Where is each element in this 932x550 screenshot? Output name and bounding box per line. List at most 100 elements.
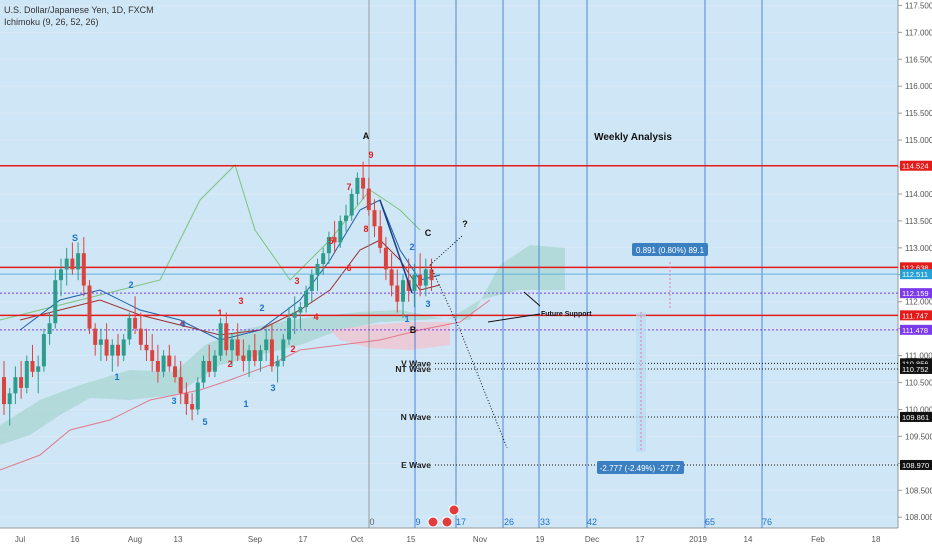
wave-count-red: 5: [328, 236, 333, 246]
wave-count-blue: 2: [409, 242, 414, 252]
candle-body: [355, 177, 360, 194]
candle-body: [7, 393, 12, 405]
wave-count-red: 2: [227, 359, 232, 369]
measure-down-box: [597, 461, 684, 474]
time-cycle-number: 26: [504, 517, 514, 527]
time-cycle-number: 0: [369, 517, 374, 527]
candle-body: [161, 355, 166, 372]
candle-body: [332, 237, 337, 243]
wave-target-label: V Wave: [401, 358, 431, 368]
projection-up: [429, 235, 463, 266]
y-tick-label: 117.000: [905, 28, 932, 37]
candle-body: [389, 269, 394, 286]
candle-body: [201, 360, 206, 383]
candle-body: [104, 339, 109, 356]
senkou-b-line: [0, 299, 491, 471]
x-tick-label: Aug: [128, 535, 142, 544]
candle-body: [218, 323, 223, 356]
candle-body: [349, 193, 354, 216]
time-cycle-number: 33: [540, 517, 550, 527]
wave-count-blue: 3: [171, 396, 176, 406]
candle-body: [429, 269, 434, 281]
price-tag-label: 111.747: [902, 311, 928, 320]
price-tag-label: 110.856: [902, 359, 929, 368]
measure-up-box: [632, 243, 708, 256]
candle-body: [326, 237, 331, 254]
wave-count-red: 4: [179, 319, 184, 329]
candle-body: [309, 274, 314, 291]
symbol-title: U.S. Dollar/Japanese Yen, 1D, FXCM: [4, 5, 154, 15]
price-tag: [900, 363, 932, 374]
wave-point-b: B: [410, 325, 417, 335]
x-tick-label: 17: [636, 535, 645, 544]
price-tag: [900, 288, 932, 299]
candle-body: [93, 328, 98, 345]
time-cycle-number: 65: [705, 517, 715, 527]
wave-count-blue: 3: [270, 383, 275, 393]
candle-body: [344, 215, 348, 221]
price-tag-label: 112.638: [902, 263, 929, 272]
candle-body: [36, 366, 41, 372]
candle-body: [184, 393, 189, 405]
future-support-arrow: [487, 313, 541, 323]
price-tag: [900, 459, 932, 470]
y-tick-label: 115.500: [905, 109, 932, 118]
candle-body: [173, 366, 177, 378]
y-tick-label: 114.000: [905, 190, 932, 199]
candle-body: [383, 247, 388, 270]
candle-body: [116, 344, 120, 356]
candle-body: [121, 339, 126, 356]
candle-body: [292, 312, 297, 318]
wave-target-label: NT Wave: [395, 364, 431, 374]
y-tick-label: 116.500: [905, 55, 932, 64]
price-tag-label: 111.478: [902, 326, 928, 335]
y-tick-label: 113.500: [905, 217, 932, 226]
price-tag: [900, 324, 932, 335]
wave-count-blue: 5: [202, 417, 207, 427]
time-cycle-number: 9: [415, 517, 420, 527]
candle-body: [24, 360, 29, 388]
wave-count-blue: 1: [114, 372, 119, 382]
future-support-arrow-2: [523, 291, 541, 307]
candle-body: [378, 226, 383, 248]
measure-up-label: 0.891 (0.80%) 89.1: [636, 246, 705, 255]
candle-body: [304, 290, 309, 308]
candle-body: [64, 258, 69, 270]
wave-count-blue: 1: [243, 399, 248, 409]
candle-body: [133, 317, 138, 329]
candle-body: [178, 377, 183, 394]
price-tag: [900, 358, 932, 369]
time-cycle-number: 42: [587, 517, 597, 527]
wave-target-label: N Wave: [401, 412, 432, 422]
wave-count-blue: S: [72, 233, 78, 243]
wave-count-red: 3: [238, 296, 243, 306]
time-cycle-number: 76: [762, 517, 772, 527]
candle-body: [258, 350, 263, 361]
x-tick-label: 15: [407, 535, 416, 544]
candle-body: [275, 360, 280, 367]
y-tick-label: 116.000: [905, 82, 932, 91]
candle-body: [366, 188, 371, 211]
candle-body: [281, 339, 286, 361]
wave-count-red: 2: [290, 344, 295, 354]
candle-body: [70, 258, 75, 270]
candle-body: [81, 253, 86, 286]
y-tick-label: 109.500: [905, 432, 932, 441]
wave-count-red: 3: [294, 276, 299, 286]
event-flag-icon: [448, 504, 460, 516]
candle-body: [190, 404, 195, 410]
candle-body: [144, 344, 149, 351]
candle-body: [150, 350, 155, 361]
x-tick-label: 2019: [689, 535, 707, 544]
wave-point-a: A: [363, 131, 370, 141]
candle-body: [87, 285, 92, 329]
candle-body: [59, 269, 63, 281]
wave-target-label: E Wave: [401, 460, 431, 470]
x-tick-label: Dec: [585, 535, 599, 544]
candle-body: [372, 210, 377, 227]
candle-body: [224, 323, 229, 351]
x-tick-label: Nov: [473, 535, 487, 544]
candle-body: [264, 339, 269, 351]
question-mark: ?: [462, 219, 468, 229]
